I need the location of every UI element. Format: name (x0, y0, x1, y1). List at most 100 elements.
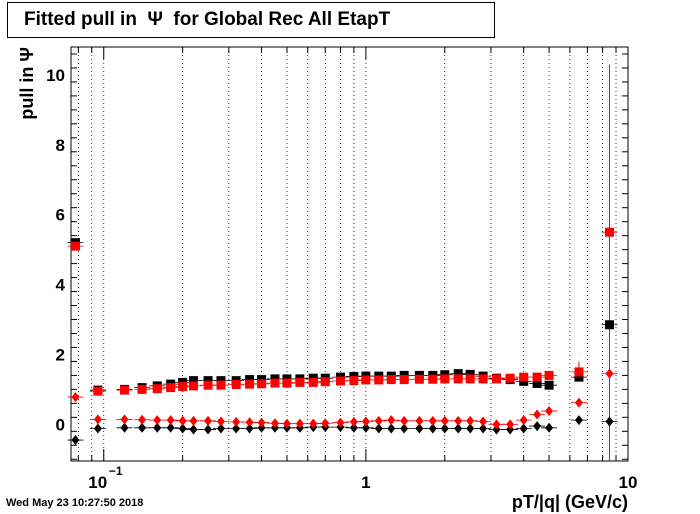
data-point-diamond (400, 423, 409, 434)
data-point-diamond (120, 414, 129, 425)
data-point-square (320, 377, 330, 387)
data-point-diamond (466, 423, 475, 434)
data-points (67, 227, 618, 446)
y-tick-label: 10 (46, 66, 65, 85)
data-point-diamond (166, 415, 175, 426)
data-point-diamond (574, 397, 583, 408)
data-point-diamond (519, 423, 528, 434)
data-point-diamond (387, 415, 396, 426)
data-point-diamond (245, 423, 254, 434)
data-point-diamond (270, 418, 279, 429)
data-point-diamond (440, 415, 449, 426)
data-point-diamond (204, 424, 213, 435)
data-point-diamond (545, 422, 554, 433)
data-point-square (544, 370, 554, 380)
data-point-square (532, 378, 542, 388)
data-point-square (137, 384, 147, 394)
data-point-square (386, 375, 396, 385)
error-bars (578, 64, 610, 461)
data-point-square (245, 379, 255, 389)
data-point-diamond (257, 422, 266, 433)
data-point-diamond (440, 423, 449, 434)
data-point-diamond (295, 418, 304, 429)
data-point-diamond (454, 415, 463, 426)
data-point-diamond (71, 435, 80, 446)
data-point-square (374, 375, 384, 385)
data-point-diamond (492, 424, 501, 435)
data-point-square (308, 377, 318, 387)
data-point-square (440, 374, 450, 384)
y-tick-label: 2 (56, 345, 65, 364)
data-point-diamond (120, 422, 129, 433)
grid-lines (77, 47, 617, 461)
data-point-square (335, 376, 345, 386)
data-point-diamond (216, 423, 225, 434)
data-point-diamond (374, 415, 383, 426)
data-point-diamond (506, 424, 515, 435)
data-point-diamond (466, 415, 475, 426)
data-point-square (491, 374, 501, 384)
x-tick-label: 1 (361, 473, 370, 492)
data-point-square (465, 369, 475, 379)
data-point-square (93, 386, 103, 396)
data-point-square (270, 378, 280, 388)
data-point-diamond (153, 415, 162, 426)
data-point-diamond (349, 416, 358, 427)
data-point-diamond (309, 418, 318, 429)
data-point-diamond (216, 416, 225, 427)
data-point-diamond (204, 415, 213, 426)
data-point-square (361, 375, 371, 385)
data-point-diamond (533, 409, 542, 420)
data-point-square (532, 372, 542, 382)
data-point-square (189, 376, 199, 386)
data-point-diamond (492, 419, 501, 430)
data-point-diamond (245, 417, 254, 428)
data-point-square (399, 375, 409, 385)
data-point-diamond (321, 418, 330, 429)
data-point-diamond (178, 423, 187, 434)
chart-title: Fitted pull in Ψ for Global Rec All Etap… (7, 2, 495, 38)
plot-frame (70, 46, 629, 462)
data-point-square (245, 375, 255, 385)
data-point-square (216, 380, 226, 390)
axis-ticks (71, 47, 629, 461)
data-point-diamond (605, 368, 614, 379)
data-point-diamond (138, 422, 147, 433)
data-point-square (203, 380, 213, 390)
data-point-diamond (533, 421, 542, 432)
data-point-square (216, 376, 226, 386)
data-point-diamond (232, 423, 241, 434)
data-point-square (70, 241, 80, 251)
data-point-square (519, 372, 529, 382)
data-point-diamond (232, 416, 241, 427)
data-point-diamond (349, 422, 358, 433)
data-point-square (478, 374, 488, 384)
data-point-diamond (415, 415, 424, 426)
data-point-square (231, 379, 241, 389)
data-point-square (453, 369, 463, 379)
data-point-diamond (545, 406, 554, 417)
data-point-square (257, 379, 267, 389)
data-point-diamond (400, 415, 409, 426)
y-axis-label: pull in Ψ (17, 47, 37, 120)
data-point-diamond (257, 417, 266, 428)
data-point-diamond (428, 415, 437, 426)
data-point-diamond (605, 416, 614, 427)
data-point-square (152, 384, 162, 394)
data-point-square (465, 374, 475, 384)
data-point-diamond (374, 423, 383, 434)
data-point-diamond (454, 423, 463, 434)
data-point-diamond (387, 423, 396, 434)
data-point-square (120, 385, 130, 395)
data-point-square (178, 382, 188, 392)
data-point-diamond (506, 419, 515, 430)
y-tick-label: 0 (56, 415, 65, 434)
x-tick-label: 10 (88, 473, 107, 492)
data-point-diamond (336, 417, 345, 428)
data-point-square (349, 376, 359, 386)
x-axis-label: pT/|q| (GeV/c) (512, 492, 628, 512)
timestamp: Wed May 23 10:27:50 2018 (6, 497, 144, 509)
y-tick-label: 8 (56, 136, 65, 155)
